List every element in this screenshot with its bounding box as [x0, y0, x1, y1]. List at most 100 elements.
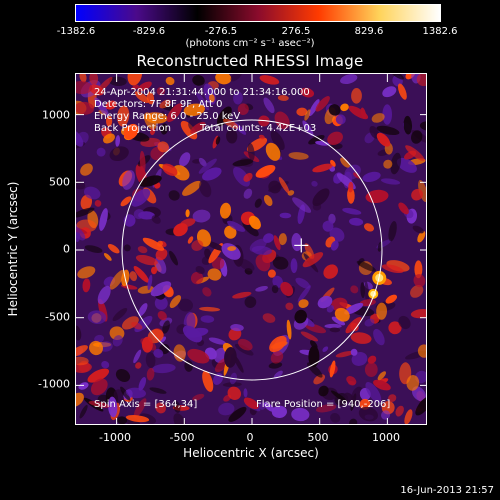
- image-blob: [226, 128, 238, 144]
- image-blob: [300, 331, 319, 342]
- image-blob: [101, 360, 110, 369]
- image-blob: [80, 194, 93, 210]
- colorbar-units: (photons cm⁻² s⁻¹ asec⁻²): [185, 38, 315, 49]
- image-blob: [349, 217, 364, 226]
- image-blob: [330, 240, 339, 251]
- image-blob: [116, 416, 128, 424]
- image-blob: [139, 150, 146, 174]
- image-blob: [396, 157, 417, 173]
- colorbar-tick-label: 276.5: [281, 26, 311, 37]
- image-blob: [182, 180, 202, 196]
- image-blob: [294, 309, 307, 324]
- image-blob: [268, 180, 282, 194]
- colorbar-tick-label: -1382.6: [56, 26, 96, 37]
- image-blob: [255, 164, 276, 178]
- image-blob: [76, 101, 95, 115]
- image-blob: [302, 120, 314, 137]
- image-blob: [255, 254, 271, 272]
- image-blob: [108, 76, 127, 87]
- image-blob: [147, 274, 153, 291]
- image-blob: [388, 394, 397, 402]
- image-blob: [271, 405, 287, 419]
- image-blob: [263, 195, 273, 206]
- x-tick-label: -500: [169, 431, 195, 444]
- image-blob: [76, 362, 92, 374]
- image-blob: [208, 337, 226, 345]
- image-blob: [76, 226, 86, 241]
- image-blob: [190, 271, 204, 285]
- image-blob: [377, 241, 383, 252]
- rhessi-image-canvas: [76, 74, 426, 424]
- image-blob: [209, 94, 215, 103]
- image-blob: [404, 409, 413, 424]
- image-blob: [145, 352, 156, 368]
- rhessi-image-plot: 24-Apr-2004 21:31:44.000 to 21:34:16.000…: [75, 73, 427, 425]
- image-blob: [151, 363, 176, 374]
- image-blob: [382, 104, 393, 125]
- image-blob: [224, 347, 237, 368]
- image-blob: [263, 97, 275, 114]
- detectors-annotation: Detectors: 7F 8F 9F, Att 0: [94, 99, 223, 110]
- image-blob: [224, 225, 237, 239]
- image-blob: [397, 83, 407, 100]
- image-blob: [145, 112, 168, 124]
- image-blob: [365, 189, 389, 204]
- image-blob: [328, 104, 341, 116]
- image-blob: [129, 271, 138, 282]
- image-blob: [76, 207, 95, 218]
- image-blob: [410, 285, 424, 298]
- image-blob: [340, 157, 350, 168]
- image-blob: [228, 406, 247, 422]
- image-blob: [230, 324, 244, 332]
- image-blob: [364, 362, 378, 377]
- image-blob: [142, 237, 165, 251]
- image-blob: [358, 406, 378, 422]
- image-blob: [376, 132, 391, 147]
- image-blob: [133, 398, 147, 418]
- image-blob: [417, 344, 426, 358]
- image-blob: [371, 113, 385, 123]
- image-blob: [218, 402, 235, 416]
- image-blob: [388, 221, 397, 242]
- image-blob: [192, 75, 205, 86]
- image-blob: [417, 230, 426, 243]
- image-blob: [83, 186, 101, 200]
- y-tick-label: 1000: [42, 108, 70, 122]
- image-blob: [349, 418, 358, 424]
- image-blob: [330, 413, 341, 423]
- image-blob: [296, 107, 308, 117]
- image-blob: [312, 163, 333, 173]
- image-blob: [172, 165, 190, 181]
- image-blob: [156, 87, 166, 96]
- image-blob: [211, 257, 225, 270]
- image-blob: [107, 243, 120, 254]
- image-blob: [267, 269, 276, 278]
- image-blob: [311, 180, 318, 187]
- image-blob: [131, 84, 139, 90]
- image-blob: [122, 170, 135, 190]
- image-blob: [273, 235, 281, 251]
- image-blob: [388, 321, 402, 335]
- image-blob: [77, 266, 96, 279]
- image-blob: [395, 405, 404, 417]
- image-blob: [329, 360, 336, 378]
- image-blob: [223, 118, 239, 129]
- image-blob: [279, 212, 292, 219]
- image-blob: [127, 74, 143, 86]
- image-blob: [331, 297, 348, 311]
- image-blob: [410, 308, 426, 319]
- image-blob: [173, 401, 181, 413]
- image-blob: [168, 190, 180, 201]
- image-blob: [146, 91, 155, 105]
- image-blob: [155, 248, 168, 261]
- image-blob: [230, 74, 243, 82]
- image-blob: [380, 178, 401, 185]
- image-blob: [141, 336, 153, 353]
- image-blob: [89, 340, 103, 356]
- image-blob: [419, 121, 426, 131]
- image-blob: [87, 310, 107, 325]
- image-blob: [363, 223, 375, 232]
- colorbar-tick-label: 829.6: [354, 26, 384, 37]
- image-blob: [138, 211, 155, 220]
- image-title: Reconstructed RHESSI Image: [136, 52, 364, 70]
